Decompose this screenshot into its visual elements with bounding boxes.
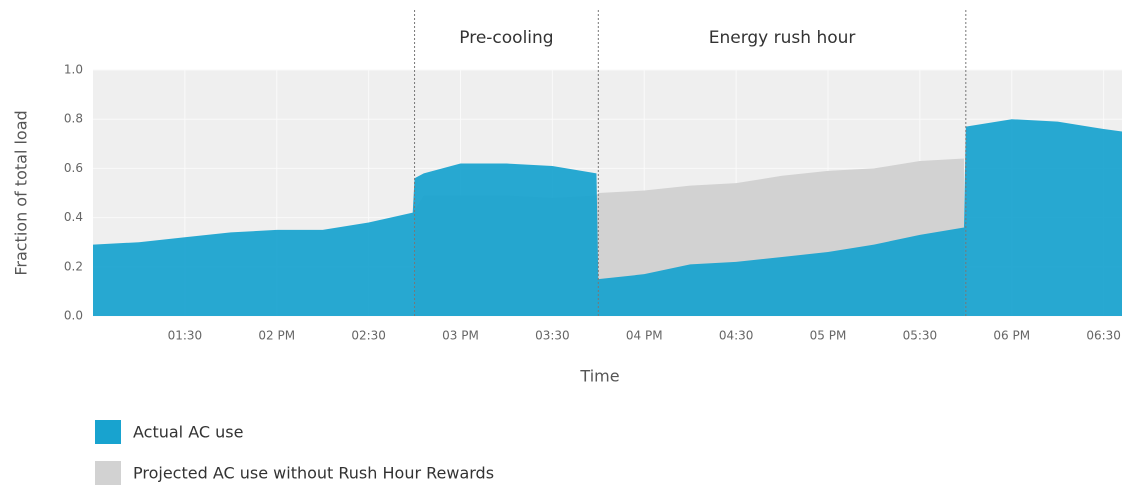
areas xyxy=(93,119,1122,316)
x-tick-label: 02 PM xyxy=(258,329,295,343)
x-tick-label: 02:30 xyxy=(351,329,386,343)
x-tick-label: 04 PM xyxy=(626,329,663,343)
y-tick-label: 0.6 xyxy=(64,161,83,175)
x-tick-label: 03 PM xyxy=(442,329,479,343)
y-tick-label: 0.8 xyxy=(64,112,83,126)
x-axis-label: Time xyxy=(579,367,619,386)
y-tick-label: 0.4 xyxy=(64,210,83,224)
y-axis-label: Fraction of total load xyxy=(12,110,31,275)
annotations: Pre-cooling Energy rush hour xyxy=(414,10,967,316)
legend: Actual AC use Projected AC use without Ru… xyxy=(95,420,494,485)
x-tick-label: 06 PM xyxy=(993,329,1030,343)
legend-label: Actual AC use xyxy=(133,423,243,442)
y-tick-label: 0.0 xyxy=(64,309,83,323)
x-tick-label: 01:30 xyxy=(168,329,203,343)
x-tick-label: 04:30 xyxy=(719,329,754,343)
x-tick-label: 05 PM xyxy=(810,329,847,343)
x-tick-label: 03:30 xyxy=(535,329,570,343)
area xyxy=(93,119,1122,316)
period-label: Energy rush hour xyxy=(709,28,856,48)
x-tick-label: 06:30 xyxy=(1086,329,1121,343)
x-tick-label: 05:30 xyxy=(903,329,938,343)
legend-swatch xyxy=(95,461,121,485)
y-tick-label: 1.0 xyxy=(64,63,83,77)
legend-label: Projected AC use without Rush Hour Rewar… xyxy=(133,464,494,483)
legend-swatch xyxy=(95,420,121,444)
period-label: Pre-cooling xyxy=(459,28,553,48)
y-tick-label: 0.2 xyxy=(64,259,83,273)
